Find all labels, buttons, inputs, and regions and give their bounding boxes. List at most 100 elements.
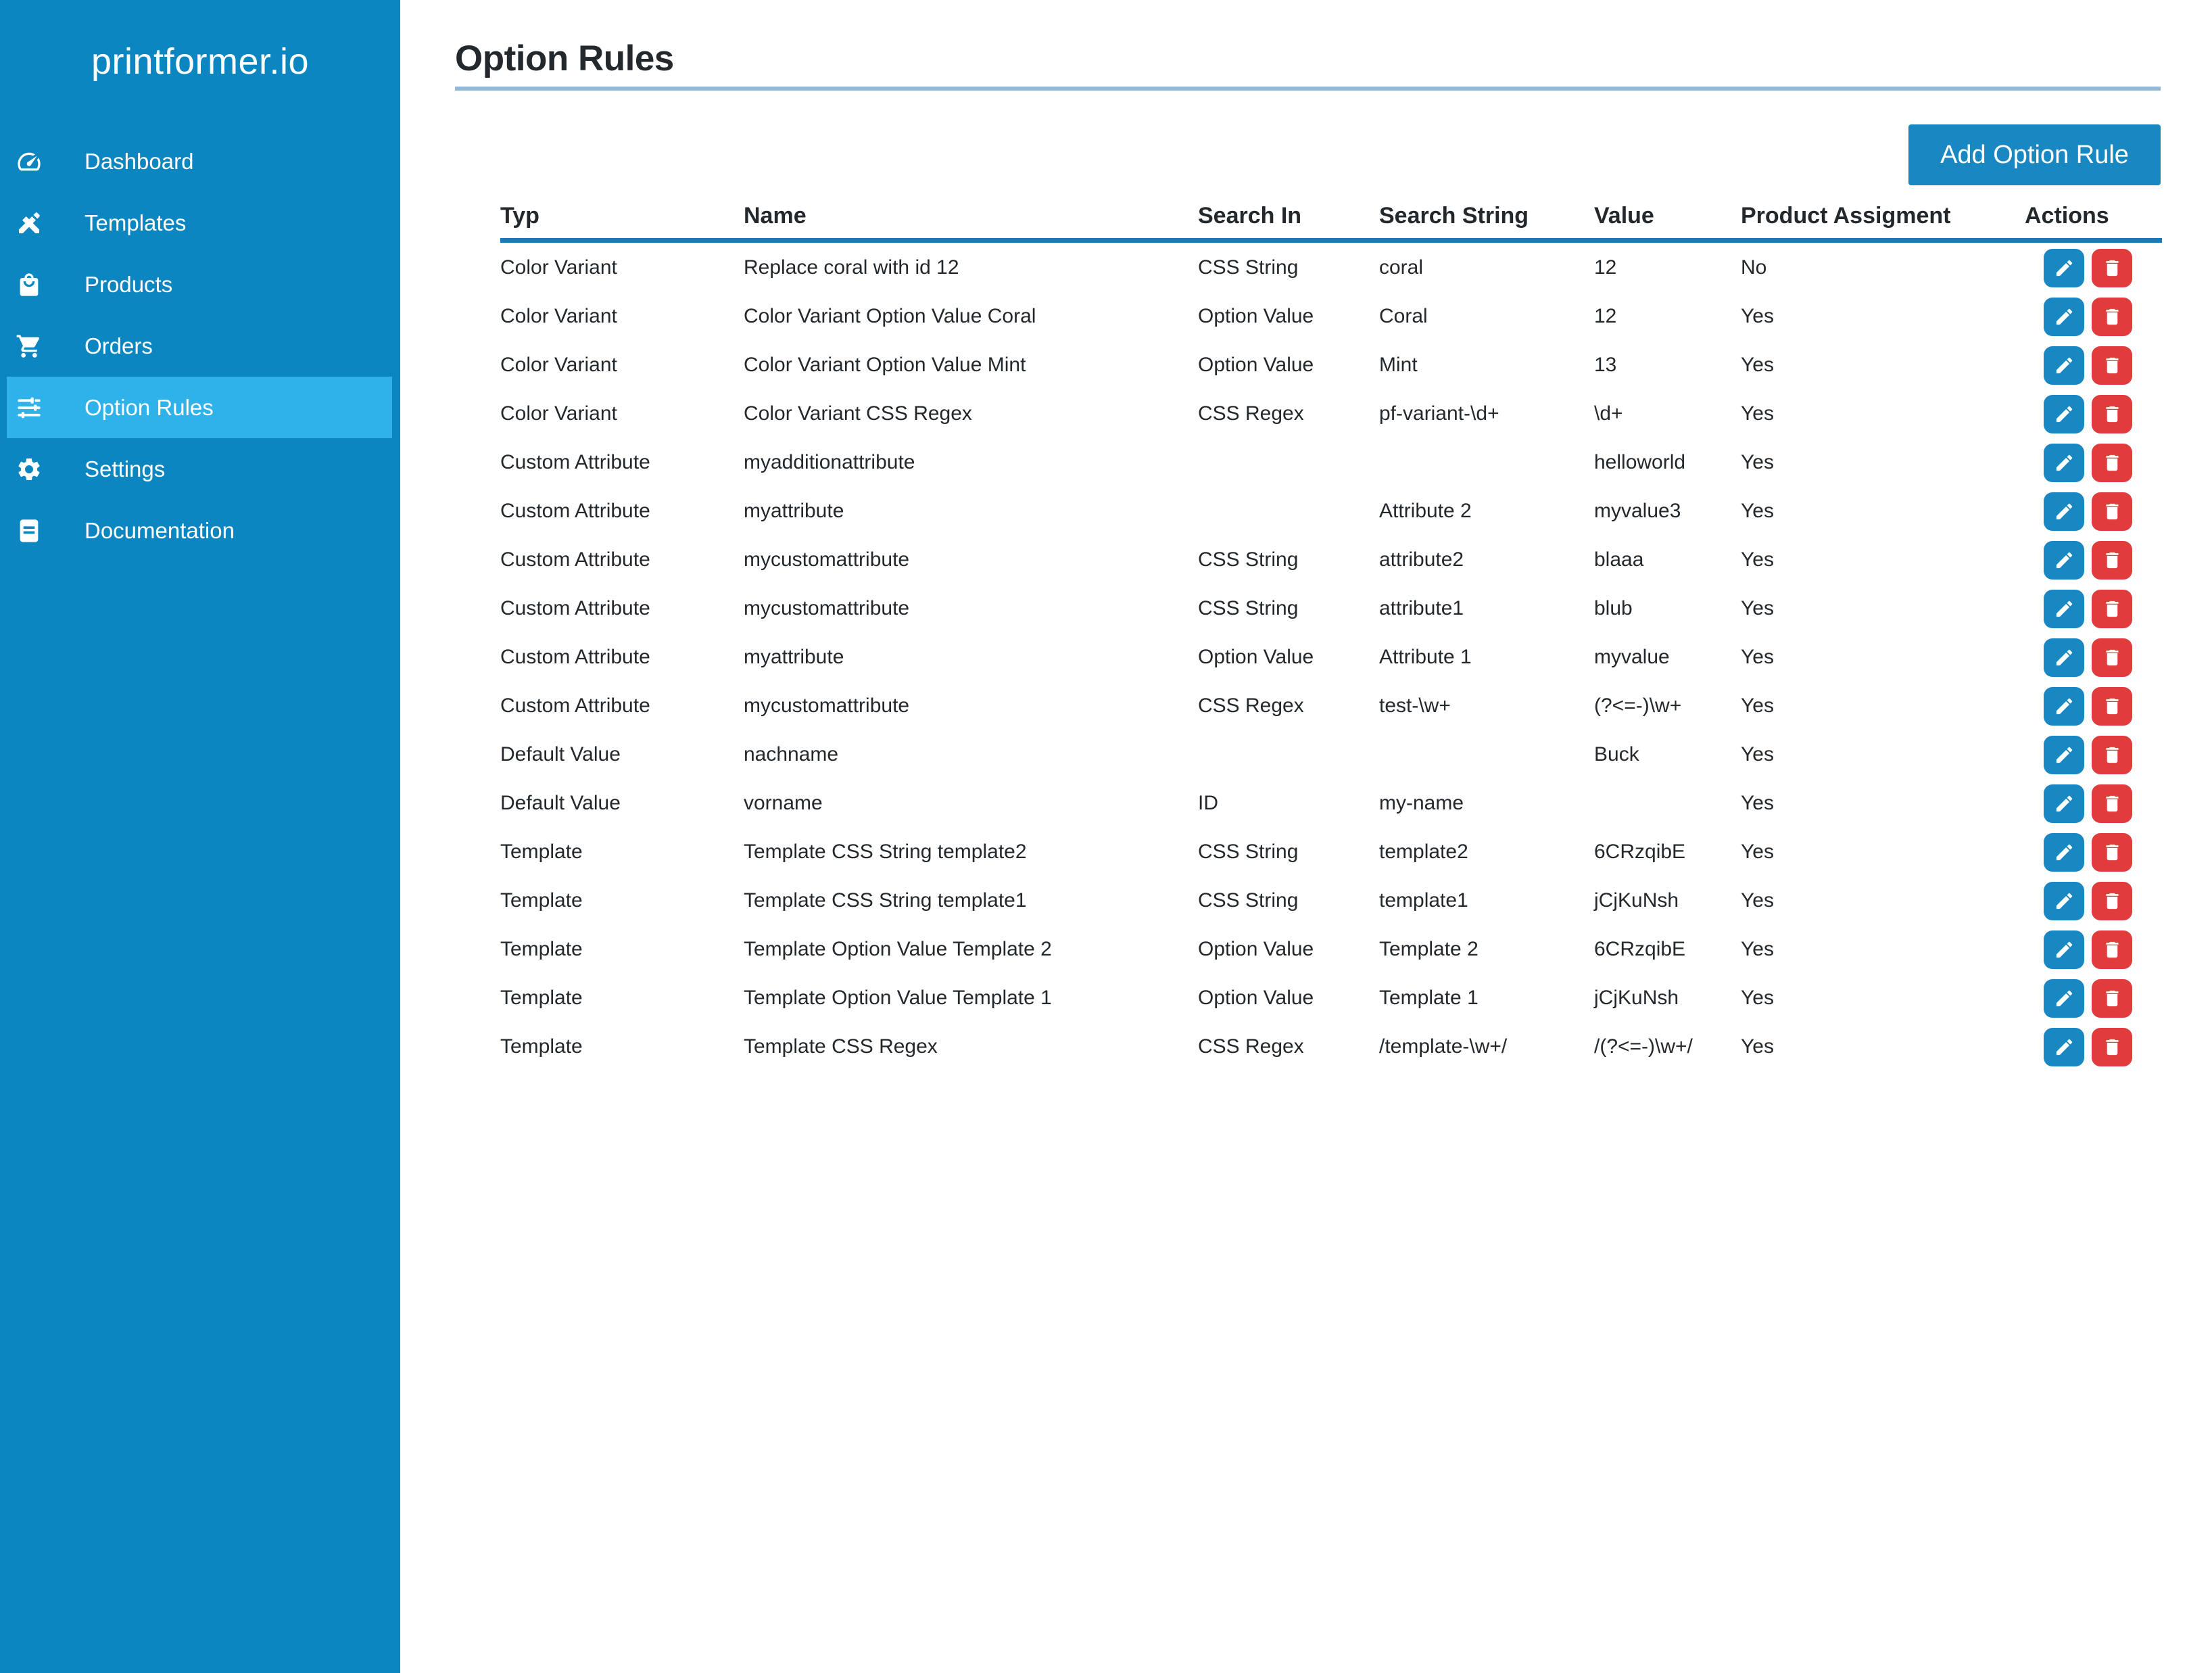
- cell-typ: Custom Attribute: [500, 597, 650, 619]
- cell-name: myadditionattribute: [744, 451, 915, 473]
- column-header-value: Value: [1594, 203, 1654, 229]
- trash-icon: [2105, 941, 2119, 958]
- edit-button[interactable]: [2044, 881, 2084, 920]
- cell-search-in: CSS Regex: [1198, 1035, 1304, 1058]
- edit-button[interactable]: [2044, 784, 2084, 823]
- edit-button[interactable]: [2044, 686, 2084, 726]
- cell-value: myvalue3: [1594, 500, 1681, 522]
- trash-icon: [2105, 357, 2119, 373]
- cell-search-string: Attribute 1: [1379, 646, 1472, 668]
- cell-search-string: template1: [1379, 889, 1468, 912]
- edit-button[interactable]: [2044, 540, 2084, 580]
- edit-button[interactable]: [2044, 979, 2084, 1018]
- cell-value: helloworld: [1594, 451, 1686, 473]
- cell-value: jCjKuNsh: [1594, 987, 1679, 1009]
- table-body: Color Variant Replace coral with id 12 CSS…: [500, 243, 2162, 1071]
- delete-button[interactable]: [2092, 784, 2132, 823]
- delete-button[interactable]: [2092, 394, 2132, 433]
- pencil-icon: [2056, 649, 2072, 665]
- delete-button[interactable]: [2092, 248, 2132, 287]
- cell-search-string: pf-variant-\d+: [1379, 402, 1499, 425]
- sidebar-item-settings[interactable]: Settings: [7, 438, 392, 500]
- cell-search-in: Option Value: [1198, 987, 1314, 1009]
- table-row: Color Variant Color Variant Option Value …: [500, 341, 2162, 390]
- delete-button[interactable]: [2092, 832, 2132, 872]
- delete-button[interactable]: [2092, 881, 2132, 920]
- trash-icon: [2105, 649, 2119, 665]
- cell-actions: [2025, 394, 2162, 433]
- cell-search-in: Option Value: [1198, 305, 1314, 327]
- pencil-icon: [2056, 454, 2072, 471]
- delete-button[interactable]: [2092, 492, 2132, 531]
- add-option-rule-button[interactable]: Add Option Rule: [1908, 124, 2161, 185]
- edit-button[interactable]: [2044, 443, 2084, 482]
- trash-icon: [2105, 454, 2119, 471]
- pencil-icon: [2056, 503, 2072, 519]
- delete-button[interactable]: [2092, 443, 2132, 482]
- cell-typ: Custom Attribute: [500, 694, 650, 717]
- trash-icon: [2105, 795, 2119, 811]
- trash-icon: [2105, 747, 2119, 763]
- pencil-icon: [2056, 795, 2072, 811]
- cell-typ: Custom Attribute: [500, 548, 650, 571]
- cell-search-in: CSS String: [1198, 597, 1299, 619]
- pencil-icon: [2056, 990, 2072, 1006]
- trash-icon: [2105, 990, 2119, 1006]
- delete-button[interactable]: [2092, 1027, 2132, 1066]
- delete-button[interactable]: [2092, 540, 2132, 580]
- table-row: Default Value nachname Buck Yes: [500, 730, 2162, 779]
- edit-button[interactable]: [2044, 492, 2084, 531]
- sidebar-item-documentation[interactable]: Documentation: [7, 500, 392, 561]
- sidebar-item-option-rules[interactable]: Option Rules: [7, 377, 392, 438]
- edit-button[interactable]: [2044, 930, 2084, 969]
- delete-button[interactable]: [2092, 686, 2132, 726]
- cell-value: /(?<=-)\w+/: [1594, 1035, 1693, 1058]
- table-row: Default Value vorname ID my-name Yes: [500, 779, 2162, 828]
- column-header-search-string: Search String: [1379, 203, 1529, 229]
- sidebar-item-dashboard[interactable]: Dashboard: [7, 131, 392, 192]
- cell-search-in: CSS String: [1198, 548, 1299, 571]
- orders-icon: [16, 334, 40, 358]
- cell-name: Replace coral with id 12: [744, 256, 959, 279]
- trash-icon: [2105, 308, 2119, 325]
- cell-typ: Color Variant: [500, 354, 617, 376]
- cell-actions: [2025, 346, 2162, 385]
- cell-actions: [2025, 589, 2162, 628]
- cell-typ: Color Variant: [500, 256, 617, 279]
- sidebar-item-templates[interactable]: Templates: [7, 192, 392, 254]
- cell-product-assignment: Yes: [1741, 305, 1774, 327]
- delete-button[interactable]: [2092, 930, 2132, 969]
- pencil-icon: [2056, 1039, 2072, 1055]
- trash-icon: [2105, 844, 2119, 860]
- delete-button[interactable]: [2092, 297, 2132, 336]
- delete-button[interactable]: [2092, 979, 2132, 1018]
- edit-button[interactable]: [2044, 394, 2084, 433]
- edit-button[interactable]: [2044, 638, 2084, 677]
- sidebar-item-orders[interactable]: Orders: [7, 315, 392, 377]
- delete-button[interactable]: [2092, 735, 2132, 774]
- delete-button[interactable]: [2092, 346, 2132, 385]
- delete-button[interactable]: [2092, 589, 2132, 628]
- edit-button[interactable]: [2044, 346, 2084, 385]
- edit-button[interactable]: [2044, 735, 2084, 774]
- edit-button[interactable]: [2044, 248, 2084, 287]
- edit-button[interactable]: [2044, 832, 2084, 872]
- delete-button[interactable]: [2092, 638, 2132, 677]
- cell-name: Template Option Value Template 2: [744, 938, 1052, 960]
- trash-icon: [2105, 260, 2119, 276]
- edit-button[interactable]: [2044, 589, 2084, 628]
- cell-typ: Template: [500, 889, 583, 912]
- sidebar-item-products[interactable]: Products: [7, 254, 392, 315]
- edit-button[interactable]: [2044, 1027, 2084, 1066]
- cell-typ: Default Value: [500, 792, 621, 814]
- edit-button[interactable]: [2044, 297, 2084, 336]
- cell-value: jCjKuNsh: [1594, 889, 1679, 912]
- cell-name: vorname: [744, 792, 823, 814]
- cell-name: myattribute: [744, 646, 844, 668]
- cell-product-assignment: Yes: [1741, 792, 1774, 814]
- pencil-icon: [2056, 941, 2072, 958]
- cell-actions: [2025, 540, 2162, 580]
- cell-name: mycustomattribute: [744, 548, 910, 571]
- trash-icon: [2105, 600, 2119, 617]
- cell-search-string: my-name: [1379, 792, 1464, 814]
